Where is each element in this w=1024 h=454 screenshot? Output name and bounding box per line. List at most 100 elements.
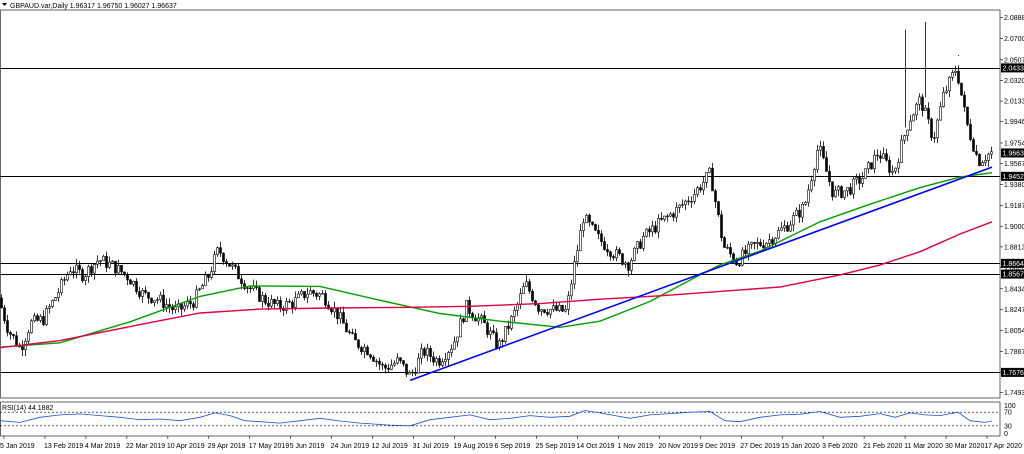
y-axis: 2.08880 2.07000 2.05070 2.03205 2.01335 1.994… (1000, 15, 1024, 397)
candle-body (564, 309, 567, 312)
candle-body (534, 300, 537, 306)
candle-body (90, 266, 93, 274)
candle-body (801, 203, 804, 218)
candle-body (978, 154, 981, 166)
candle-body (39, 316, 42, 321)
candle-body (768, 239, 771, 244)
candle-body (594, 224, 597, 231)
candle-body (462, 318, 465, 322)
candle-body (729, 247, 732, 255)
candle-body (792, 215, 795, 226)
y-tick-label: 1.95670 (1004, 161, 1024, 168)
candle-body (543, 309, 546, 313)
candle-body (918, 96, 921, 105)
candle-body (495, 332, 498, 349)
candle-body (408, 371, 411, 375)
candle-body (435, 358, 438, 363)
candle-body (747, 243, 750, 255)
candle-body (828, 171, 831, 183)
level-label-box (1001, 367, 1024, 377)
main-pane[interactable] (0, 9, 1001, 399)
candle-body (852, 178, 855, 195)
candle-body (612, 256, 615, 259)
candle-body (48, 306, 51, 309)
candle-body (120, 265, 123, 273)
candle-body (303, 291, 306, 299)
candle-body (273, 299, 276, 304)
candle-body (387, 367, 390, 370)
rsi-pane-frame (0, 401, 1001, 437)
candle-body (936, 119, 939, 139)
candle-body (903, 135, 906, 141)
candle-body (174, 306, 177, 311)
candle-body (759, 241, 762, 246)
x-tick-label: 27 Dec 2019 (740, 443, 780, 450)
candle-body (582, 222, 585, 231)
candle-body (540, 309, 543, 312)
candle-body (204, 274, 207, 287)
candle-body (957, 70, 960, 84)
candle-body (906, 129, 909, 136)
candle-body (93, 263, 96, 274)
candle-body (591, 221, 594, 225)
candle-body (219, 247, 222, 254)
candle-body (954, 70, 957, 73)
candle-body (144, 290, 147, 293)
candle-body (129, 279, 132, 285)
candle-body (126, 273, 129, 281)
x-tick-label: 4 Mar 2019 (85, 443, 121, 450)
candle-body (459, 318, 462, 338)
candle-body (519, 293, 522, 305)
candle-body (36, 315, 39, 321)
candle-body (105, 256, 108, 268)
candle-body (66, 274, 69, 281)
candle-body (141, 290, 144, 297)
candle-body (372, 356, 375, 362)
candle-body (402, 360, 405, 365)
candle-body (948, 76, 951, 92)
candle-body (492, 330, 495, 334)
candle-body (450, 348, 453, 353)
candle-body (744, 249, 747, 255)
y-tick-label: 1.88135 (1004, 244, 1024, 251)
y-tick-label: 2.01335 (1004, 99, 1024, 106)
candle-body (909, 120, 912, 131)
level-label-box (1001, 171, 1024, 181)
candle-body (501, 340, 504, 343)
candle-body (0, 297, 3, 309)
candle-body (795, 209, 798, 216)
y-tick-label: 1.91870 (1004, 203, 1024, 210)
candle-body (9, 332, 12, 335)
candle-body (882, 153, 885, 159)
candle-body (843, 190, 846, 198)
chart-header: GBPAUD.var,Daily 1.96317 1.96750 1.96027… (2, 3, 177, 10)
candle-body (357, 339, 360, 348)
y-tick-label: 1.74935 (1004, 390, 1024, 397)
x-tick-label: 10 Apr 2019 (167, 443, 205, 450)
candle-body (819, 146, 822, 151)
candle-body (213, 254, 216, 272)
candle-body (609, 251, 612, 257)
candle-body (531, 290, 534, 302)
candle-body (570, 283, 573, 297)
candle-body (378, 360, 381, 365)
candle-body (279, 299, 282, 309)
candle-body (678, 204, 681, 208)
candle-body (102, 256, 105, 261)
candle-body (348, 331, 351, 333)
candle-body (147, 292, 150, 299)
candle-body (813, 169, 816, 182)
candle-body (159, 294, 162, 300)
candle-body (969, 124, 972, 140)
candle-body (339, 312, 342, 320)
candle-body (411, 371, 414, 374)
candle-body (75, 264, 78, 274)
candle-body (315, 293, 318, 297)
candle-body (750, 242, 753, 245)
candle-body (33, 315, 36, 322)
candle-body (477, 317, 480, 322)
chevron-down-icon[interactable] (2, 3, 7, 6)
candle-body (111, 260, 114, 263)
